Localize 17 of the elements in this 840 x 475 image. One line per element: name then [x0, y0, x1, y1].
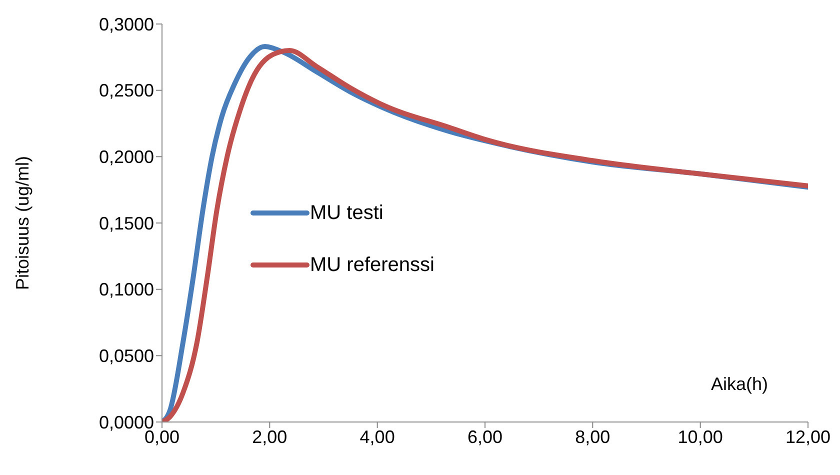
y-tick-label: 0,1000 — [98, 280, 154, 300]
y-tick-label: 0,1500 — [98, 213, 154, 234]
x-axis-title: Aika(h) — [710, 374, 768, 394]
x-tick-label: 4,00 — [360, 426, 395, 447]
y-tick-label: 0,3000 — [98, 14, 154, 34]
y-axis-title: Pitoisuus (ug/ml) — [12, 156, 32, 290]
x-tick-label: 12,00 — [785, 426, 831, 447]
x-tick-label: 10,00 — [678, 426, 723, 447]
y-tick-label: 0,2000 — [98, 147, 154, 168]
x-tick-label: 2,00 — [252, 426, 288, 447]
y-tick-label: 0,0500 — [98, 346, 154, 366]
y-tick-label: 0,0000 — [98, 412, 154, 432]
x-tick-label: 6,00 — [467, 426, 503, 447]
x-tick-label: 8,00 — [575, 426, 610, 447]
legend-label: MU testi — [310, 202, 384, 224]
y-tick-label: 0,2500 — [98, 80, 154, 101]
legend-label: MU referenssi — [310, 254, 434, 276]
